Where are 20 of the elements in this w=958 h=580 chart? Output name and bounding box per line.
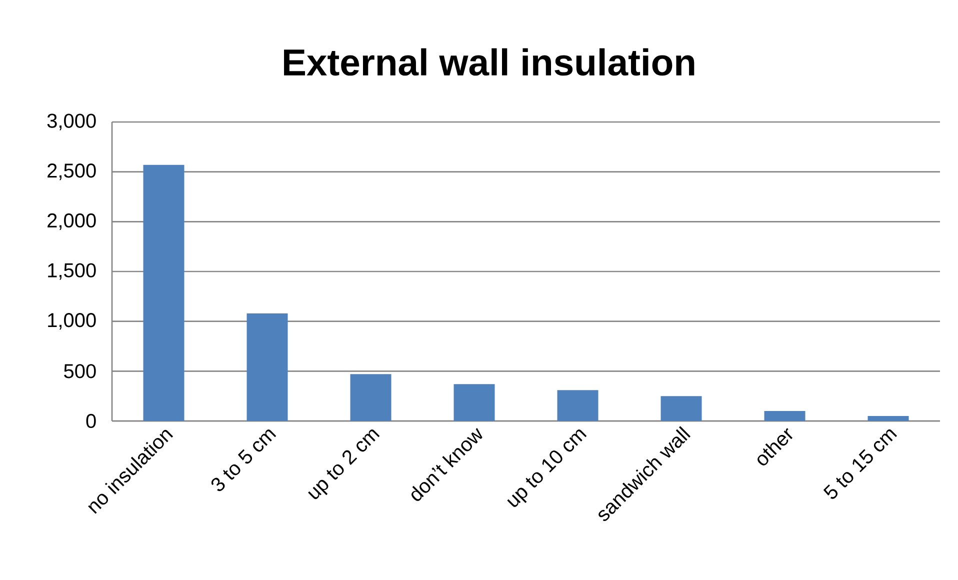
bar (246, 313, 288, 421)
y-tick-label: 3,000 (47, 114, 96, 130)
y-tick-label: 1,500 (48, 263, 96, 280)
y-tick-label: 0 (86, 414, 96, 428)
y-tick-label: 2,000 (48, 213, 96, 230)
bar (454, 384, 495, 421)
x-tick-label: 5 to 15 cm (823, 429, 898, 499)
x-tick-label: up to 2 cm (308, 429, 380, 500)
y-tick-label: 1,000 (48, 313, 96, 330)
bar (350, 374, 392, 421)
bar (764, 411, 806, 421)
y-tick-label: 2,500 (48, 164, 96, 180)
x-tick-label: 3 to 5 cm (211, 429, 276, 492)
y-tick-label: 500 (64, 364, 96, 378)
bar (557, 390, 598, 421)
bar (143, 164, 184, 421)
bar (868, 416, 909, 421)
x-tick-label: up to 10 cm (507, 429, 587, 507)
chart-title: External wall insulation (284, 48, 694, 76)
bar (660, 396, 702, 421)
